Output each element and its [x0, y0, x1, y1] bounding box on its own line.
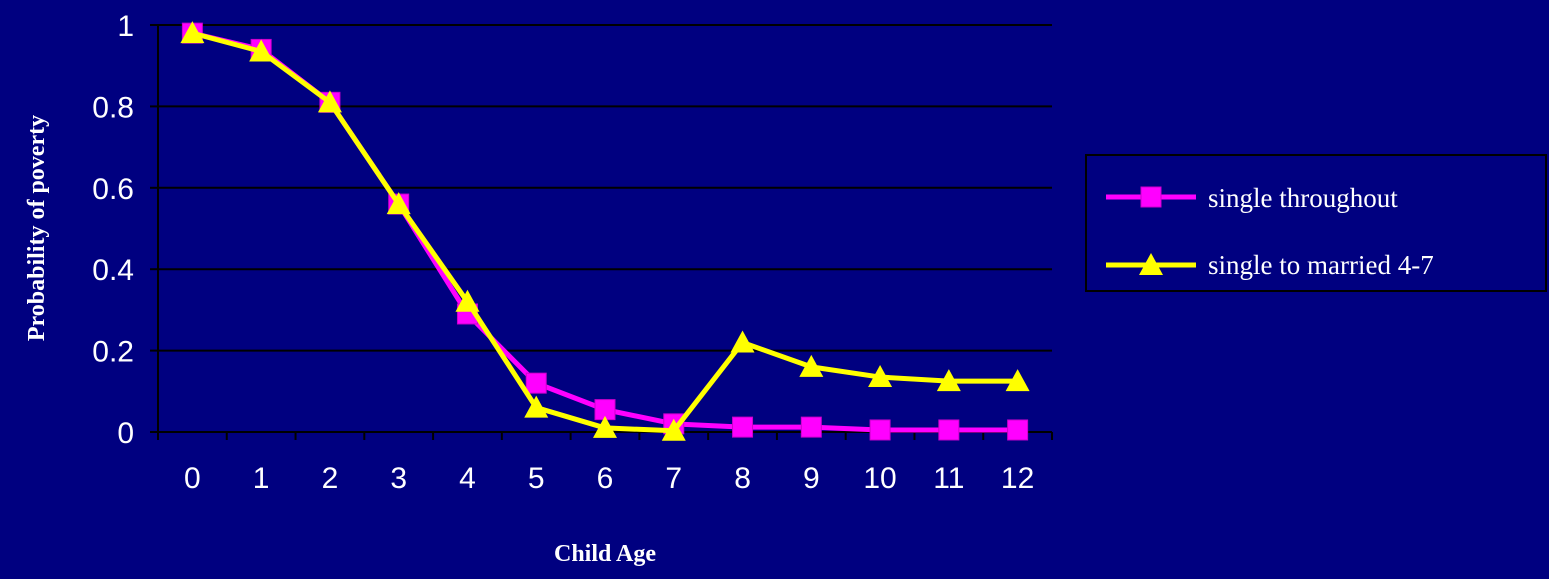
data-point [386, 192, 411, 215]
series-line [191, 30, 1018, 434]
x-axis-title: Child Age [554, 541, 656, 567]
data-point [869, 419, 891, 441]
data-point [455, 289, 480, 312]
y-tick-label: 0.4 [92, 254, 134, 287]
legend-entry-single-throughout: single throughout [1106, 183, 1398, 213]
data-point [661, 418, 686, 441]
x-tick-label: 4 [459, 462, 476, 495]
legend-triangle-marker [1139, 253, 1163, 275]
legend-label: single throughout [1208, 183, 1398, 213]
data-point [249, 39, 274, 62]
series-1 [180, 21, 1030, 441]
x-tick-label: 1 [253, 462, 270, 495]
data-point [317, 90, 342, 113]
data-point [1007, 419, 1029, 441]
legend-square-marker [1140, 186, 1162, 208]
gridlines [158, 24, 1052, 352]
data-point [799, 354, 824, 377]
x-tick-label: 3 [390, 462, 407, 495]
y-tick-label: 0 [117, 417, 134, 450]
data-point [800, 416, 822, 438]
y-tick-label: 0.2 [92, 336, 134, 369]
data-point [730, 330, 755, 353]
data-point [936, 369, 961, 392]
data-point [525, 372, 547, 394]
data-point [524, 395, 549, 418]
y-tick-labels: 0 0.2 0.4 0.6 0.8 1 [92, 10, 134, 450]
legend: single throughout single to married 4-7 [1085, 154, 1547, 292]
x-tick-label: 6 [597, 462, 614, 495]
legend-label: single to married 4-7 [1208, 250, 1434, 280]
data-point [732, 416, 754, 438]
x-tick-label: 9 [803, 462, 820, 495]
legend-entry-single-to-married: single to married 4-7 [1106, 250, 1434, 280]
x-tick-label: 10 [863, 462, 896, 495]
data-point [1005, 369, 1030, 392]
x-tick-label: 7 [665, 462, 682, 495]
x-tick-label: 12 [1001, 462, 1034, 495]
x-tick-label: 11 [933, 462, 964, 495]
y-tick-label: 1 [117, 10, 134, 43]
x-tick-label: 8 [734, 462, 751, 495]
y-tick-label: 0.8 [92, 91, 134, 124]
x-tick-label: 0 [184, 462, 201, 495]
x-tick-label: 5 [528, 462, 545, 495]
data-point [180, 21, 205, 44]
legend-box [1085, 154, 1547, 292]
x-tick-label: 2 [322, 462, 339, 495]
data-point [938, 419, 960, 441]
y-tick-label: 0.6 [92, 173, 134, 206]
data-point [593, 415, 617, 438]
data-point [868, 365, 893, 388]
y-axis-title: Probability of poverty [24, 115, 50, 341]
series-group [180, 21, 1030, 441]
x-tick-labels: 0 1 2 3 4 5 6 7 8 9 10 11 12 [184, 462, 1034, 495]
